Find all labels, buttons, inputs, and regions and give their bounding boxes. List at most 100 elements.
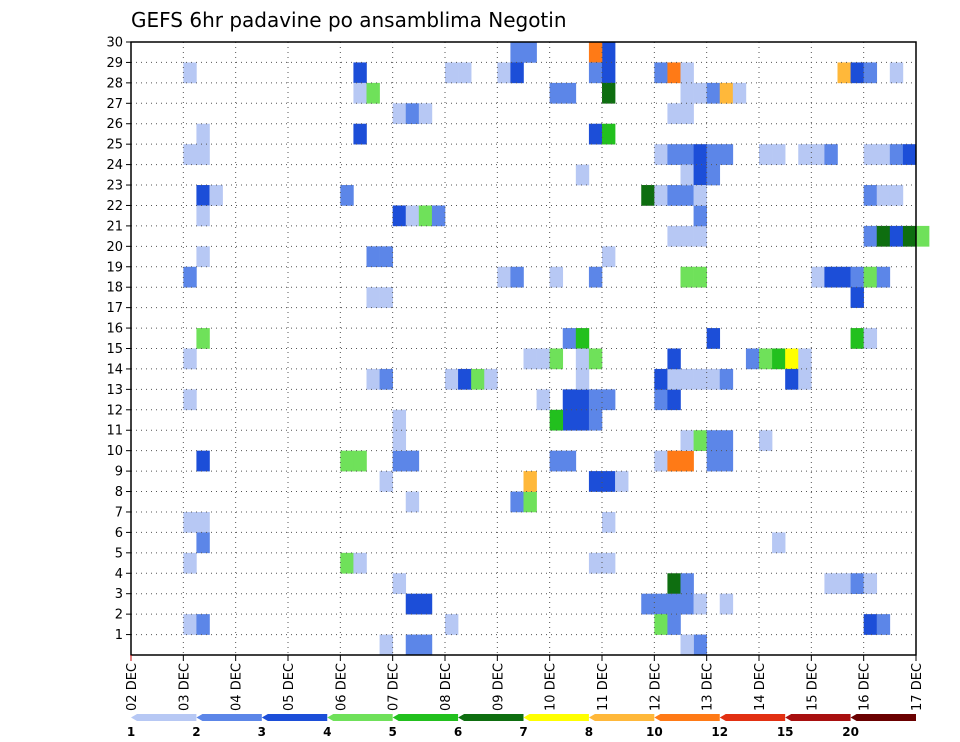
heatmap-cell [392,103,407,125]
heatmap-cell [680,266,694,288]
heatmap-cell [445,62,459,84]
heatmap-cell [353,552,367,574]
heatmap-cell [510,62,524,84]
heatmap-cell [588,123,603,145]
heatmap-cell [523,471,537,492]
heatmap-cell [889,144,904,165]
heatmap-cell [392,409,407,431]
heatmap-cell [562,389,577,411]
heatmap-cell [693,144,707,165]
heatmap-cell [759,348,773,370]
y-tick-label: 13 [106,383,123,398]
heatmap-cell [902,144,917,165]
heatmap-cell [889,185,904,206]
y-tick-label: 30 [106,36,123,51]
heatmap-cell [510,266,524,288]
heatmap-cell [418,593,433,615]
heatmap-cell [588,471,603,492]
colorbar-swatch [327,714,393,721]
heatmap-cell [798,144,812,165]
heatmap-cell [549,409,564,431]
heatmap-cell [693,164,707,186]
heatmap-cell [196,450,210,472]
heatmap-cell [667,593,681,615]
heatmap-cell [575,368,590,390]
colorbar-label: 1 [127,725,135,739]
heatmap-cell [588,389,603,411]
heatmap-cell [183,614,197,635]
heatmap-cell [602,123,616,145]
heatmap-cell [680,593,694,615]
heatmap-cell [863,266,878,288]
heatmap-cell [719,82,734,104]
heatmap-cell [785,368,799,390]
heatmap-cell [680,164,694,186]
heatmap-cell [667,368,681,390]
heatmap-cell [876,266,891,288]
y-tick-label: 1 [115,628,123,643]
colorbar-label: 2 [192,725,200,739]
heatmap-cell [693,634,707,656]
x-axis-ticks: 02 DEC 03 DEC 04 DEC 05 DEC 06 DEC 07 DEC 08 D… [125,655,925,711]
heatmap-cell [680,368,694,390]
heatmap-cell [588,409,603,431]
heatmap-cell [575,328,590,349]
heatmap-cell [484,368,498,390]
heatmap-cell [353,450,367,472]
heatmap-cell [811,144,825,165]
colorbar-label: 4 [323,725,331,739]
colorbar-label: 10 [646,725,663,739]
y-tick-label: 20 [106,240,123,255]
heatmap-cell [392,430,407,451]
heatmap-cell [183,144,197,165]
colorbar-label: 7 [519,725,527,739]
x-tick-label: 04 DEC [230,663,245,711]
x-tick-label: 06 DEC [334,663,349,711]
heatmap-cell [353,62,367,84]
heatmap-cell [719,450,734,472]
heatmap-cell [876,144,891,165]
heatmap-cell [706,328,721,349]
y-tick-label: 27 [106,97,123,112]
heatmap-cell [824,144,838,165]
heatmap-cell [863,144,878,165]
heatmap-cell [602,471,616,492]
heatmap-cell [850,62,864,84]
heatmap-cell [405,450,420,472]
heatmap-cell [759,144,773,165]
heatmap-cell [876,225,891,247]
y-tick-label: 11 [106,424,123,439]
heatmap-cell [798,348,812,370]
heatmap-cell [850,328,864,349]
y-tick-label: 23 [106,179,123,194]
colorbar-label: 5 [388,725,396,739]
heatmap-cell [667,62,681,84]
heatmap-cell [680,430,694,451]
heatmap-cell [693,205,707,227]
heatmap-cell [667,614,681,635]
heatmap-cell [693,368,707,390]
heatmap-cell [562,450,577,472]
heatmap-cell [602,82,616,104]
x-tick-label: 05 DEC [282,663,297,711]
heatmap-cell [889,225,904,247]
colorbar-swatch [261,714,328,721]
colorbar-swatch [131,714,197,721]
heatmap-cell [706,164,721,186]
heatmap-cell [902,225,917,247]
heatmap-cell [196,511,210,533]
heatmap-cell [680,103,694,125]
y-tick-label: 24 [106,158,123,173]
heatmap-cell [196,328,210,349]
heatmap-cell [876,185,891,206]
colorbar-label: 12 [711,725,728,739]
heatmap-cell [602,511,616,533]
y-tick-label: 6 [115,526,123,541]
heatmap-cell [575,389,590,411]
heatmap-cell [680,450,694,472]
heatmap-cell [588,552,603,574]
heatmap-cell [340,185,354,206]
y-tick-label: 5 [115,546,123,561]
heatmap-cell [418,634,433,656]
heatmap-cell [680,225,694,247]
